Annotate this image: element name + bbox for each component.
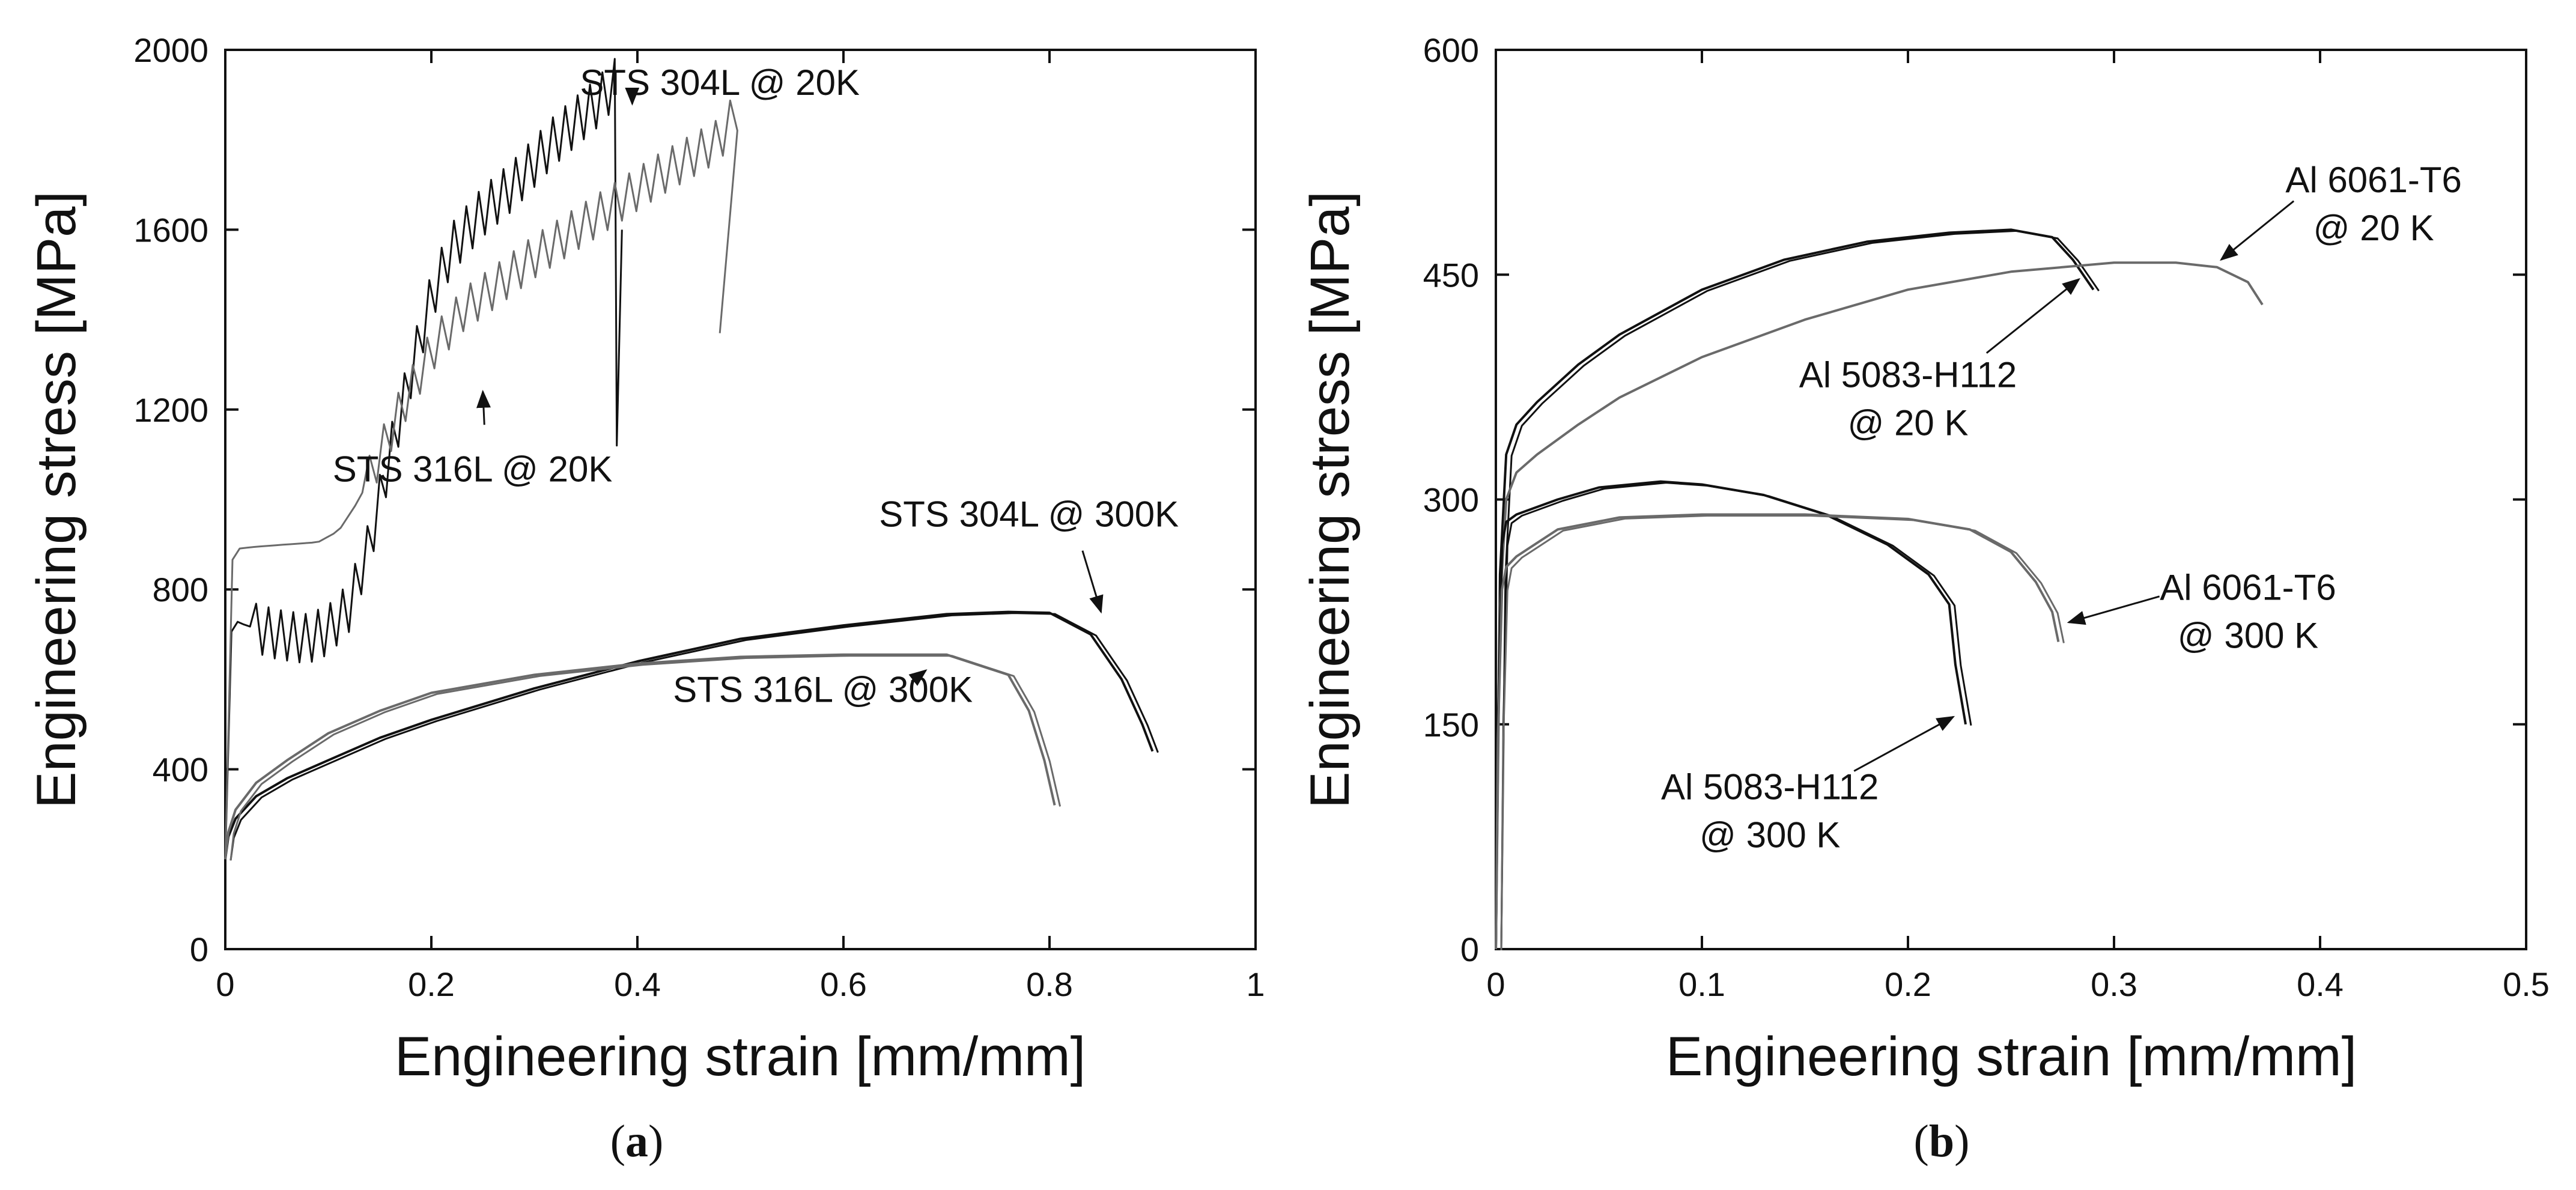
- y-axis-label-a: Engineering stress [MPa]: [26, 191, 87, 809]
- x-tick-label: 0.3: [2091, 965, 2137, 1003]
- y-tick-label: 1200: [133, 391, 208, 429]
- x-tick-label: 0.6: [820, 965, 867, 1003]
- chart-panel-b: 0 0.1 0.2 0.3 0.4 0.5 0 150 300 450 600 Al 6061-T…: [1299, 31, 2550, 1167]
- x-axis-label-a: Engineering strain [mm/mm]: [395, 1026, 1086, 1087]
- y-tick-label: 1600: [133, 211, 208, 249]
- tick-marks-a: [224, 49, 1257, 950]
- panel-letter-a: a: [625, 1116, 648, 1167]
- series-group-a: [224, 58, 1159, 861]
- x-tick-label: 1: [1246, 965, 1265, 1003]
- x-tick-label: 0.4: [2297, 965, 2344, 1003]
- annotation-label: STS 304L @ 20K: [580, 62, 860, 103]
- series-line: [224, 610, 1154, 860]
- annotation-label: Al 5083-H112: [1799, 354, 2017, 395]
- annotation-label: Al 6061-T6: [2160, 568, 2336, 608]
- annotation-label: Al 6061-T6: [2285, 160, 2462, 200]
- annotation-arrow: [2220, 200, 2295, 261]
- series-line-duplicate: [229, 655, 1062, 861]
- series-line-duplicate: [1500, 515, 2065, 951]
- y-axis-label-b: Engineering stress [MPa]: [1299, 191, 1361, 809]
- y-tick-label: 0: [1460, 930, 1479, 968]
- series-group-b: [1495, 228, 2264, 951]
- annotation-label: STS 316L @ 300K: [673, 669, 973, 709]
- annotation-label: Al 5083-H112: [1661, 767, 1879, 807]
- annotation-label-line2: @ 300 K: [2178, 616, 2318, 656]
- y-tick-labels-b: 0 150 300 450 600: [1423, 31, 1479, 968]
- annotation-label-line2: @ 20 K: [2313, 208, 2434, 248]
- panel-label-b: (b): [1914, 1116, 1970, 1167]
- y-tick-label: 400: [153, 751, 208, 789]
- y-tick-label: 300: [1423, 481, 1479, 519]
- y-tick-label: 800: [153, 571, 208, 609]
- annotation-label: STS 304L @ 300K: [879, 494, 1179, 534]
- x-tick-label: 0: [216, 965, 234, 1003]
- annotation-arrow: [2067, 595, 2160, 625]
- series-line: [1495, 513, 2060, 950]
- annotation-arrow: [908, 669, 928, 686]
- annotation-arrow: [476, 389, 491, 425]
- y-tick-labels-a: 0 400 800 1200 1600 2000: [133, 31, 208, 968]
- x-tick-label: 0.2: [408, 965, 455, 1003]
- y-tick-label: 0: [190, 930, 208, 968]
- x-tick-label: 0.4: [614, 965, 661, 1003]
- series-line: [1495, 261, 2264, 950]
- series-line: [224, 99, 738, 860]
- y-tick-label: 600: [1423, 31, 1479, 69]
- plot-frame-a: [224, 49, 1257, 950]
- series-line-duplicate: [1500, 482, 1972, 951]
- x-axis-label-b: Engineering strain [mm/mm]: [1666, 1026, 2357, 1087]
- annotation-label: STS 316L @ 20K: [333, 449, 613, 490]
- x-tick-label: 0.1: [1678, 965, 1725, 1003]
- x-tick-label: 0: [1486, 965, 1505, 1003]
- x-tick-label: 0.2: [1885, 965, 1931, 1003]
- y-tick-label: 450: [1423, 256, 1479, 294]
- x-tick-label: 0.5: [2503, 965, 2550, 1003]
- y-tick-label: 2000: [133, 31, 208, 69]
- annotation-arrow: [1853, 715, 1955, 772]
- series-line-duplicate: [1500, 229, 2100, 951]
- annotations-b: Al 6061-T6 @ 20 K Al 5083-H112 @ 20 K Al 606…: [1661, 160, 2462, 855]
- x-tick-labels-b: 0 0.1 0.2 0.3 0.4 0.5: [1486, 965, 2550, 1003]
- panel-label-a: (a): [610, 1116, 664, 1167]
- y-tick-label: 150: [1423, 706, 1479, 744]
- x-tick-labels-a: 0 0.2 0.4 0.6 0.8 1: [216, 965, 1265, 1003]
- annotation-label-line2: @ 20 K: [1847, 402, 1968, 443]
- series-line: [224, 58, 623, 860]
- panel-letter-b: b: [1929, 1116, 1954, 1167]
- series-line: [224, 653, 1056, 860]
- chart-panel-a: 0 0.2 0.4 0.6 0.8 1 0 400 800 1200 1600 2000 STS 3…: [26, 31, 1265, 1167]
- annotation-label-line2: @ 300 K: [1700, 815, 1840, 855]
- annotations-a: STS 304L @ 20K STS 316L @ 20K STS 304L @ 3…: [333, 62, 1179, 709]
- annotation-arrow: [1081, 550, 1104, 614]
- x-tick-label: 0.8: [1026, 965, 1073, 1003]
- annotation-arrow: [1985, 278, 2081, 354]
